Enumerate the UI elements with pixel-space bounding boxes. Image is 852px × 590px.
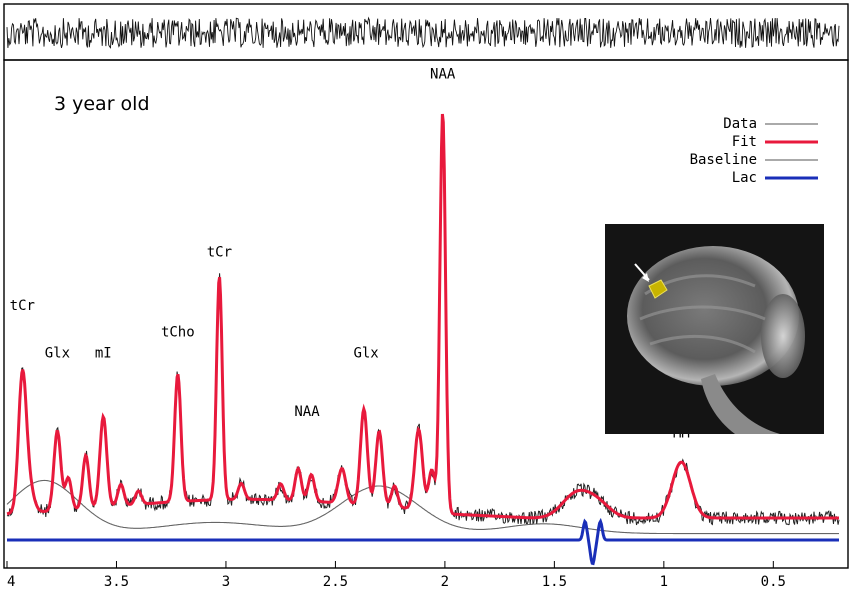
neck-region <box>701 374 780 434</box>
legend: Data Fit Baseline Lac <box>690 116 818 186</box>
lac-line <box>7 517 839 566</box>
face-region <box>761 294 805 378</box>
x-tick-label-2: 3 <box>222 574 230 590</box>
legend-label-lac: Lac <box>732 170 757 186</box>
main-panel-frame <box>3 59 849 569</box>
legend-label-data: Data <box>723 116 757 132</box>
peak-label-naa-7: NAA <box>430 66 456 82</box>
fit-line <box>6 113 839 520</box>
peak-label-tcr-0: tCr <box>10 298 35 314</box>
x-tick-label-0: 4 <box>7 574 15 590</box>
peak-label-tcr-4: tCr <box>207 245 232 261</box>
peak-label-mi-2: mI <box>95 346 112 362</box>
arrow-head-icon <box>642 273 649 282</box>
peak-label-naa-5: NAA <box>294 404 320 420</box>
x-tick-label-3: 2.5 <box>323 574 348 590</box>
peak-labels: tCrGlxmItChotCrNAAGlxNAAMM <box>10 66 690 441</box>
residual-line <box>6 16 840 49</box>
x-tick-label-6: 1 <box>660 574 668 590</box>
x-tick-label-7: 0.5 <box>761 574 786 590</box>
x-tick-label-5: 1.5 <box>542 574 567 590</box>
x-tick-label-4: 2 <box>441 574 449 590</box>
baseline-line <box>6 479 839 535</box>
x-tick-label-1: 3.5 <box>104 574 129 590</box>
peak-label-tcho-3: tCho <box>161 324 195 340</box>
peak-label-glx-1: Glx <box>45 346 70 362</box>
legend-label-fit: Fit <box>732 134 757 150</box>
chart-title: 3 year old <box>54 93 150 115</box>
x-axis-ticks: 4 3.5 3 2.5 2 1.5 1 0.5 <box>6 561 786 590</box>
legend-label-baseline: Baseline <box>690 152 757 168</box>
peak-label-glx-6: Glx <box>353 346 378 362</box>
mri-inset-image <box>605 224 824 434</box>
voxel-marker <box>648 279 668 299</box>
